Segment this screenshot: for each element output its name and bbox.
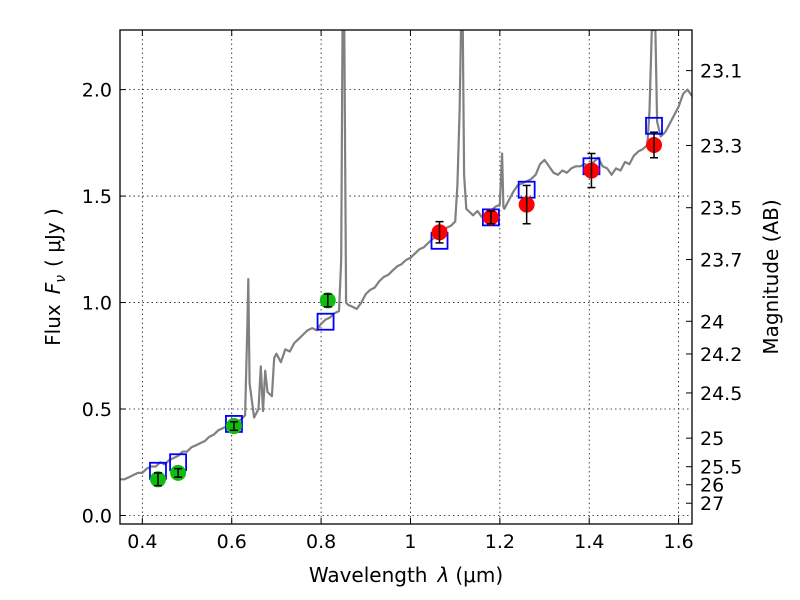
x-tick-label: 1: [404, 531, 416, 553]
magnitude-axis-title: Magnitude (AB): [759, 199, 783, 354]
magnitude-tick-label: 23.5: [700, 198, 742, 220]
y-tick-label: 0.5: [82, 399, 112, 421]
grid: [120, 30, 692, 524]
plot-area: [120, 30, 692, 488]
axes-frame: [119, 29, 693, 525]
magnitude-tick-label: 23.3: [700, 135, 742, 157]
magnitude-tick-label: 26: [700, 475, 724, 497]
x-tick-label: 0.6: [217, 531, 247, 553]
magnitude-tick-label: 23.7: [700, 249, 742, 271]
x-tick-label: 1.6: [663, 531, 693, 553]
x-tick-label: 0.4: [127, 531, 157, 553]
y-tick-label: 2.0: [82, 80, 112, 102]
x-axis-title: Wavelength λ (μm): [309, 563, 503, 587]
y-axis: 0.0 0.5 1.0 1.5 2.0: [82, 80, 126, 527]
magnitude-tick-label: 27: [700, 493, 724, 515]
magnitude-tick-label: 24.2: [700, 344, 742, 366]
y-tick-label: 1.5: [82, 186, 112, 208]
x-tick-label: 0.8: [306, 531, 336, 553]
y-tick-label: 1.0: [82, 293, 112, 315]
magnitude-tick-label: 24: [700, 311, 724, 333]
y-axis-title: FluxFν( μJy ): [41, 208, 69, 346]
magnitude-tick-label: 24.5: [700, 383, 742, 405]
magnitude-tick-label: 25.5: [700, 457, 742, 479]
y-tick-label: 0.0: [82, 505, 112, 527]
x-tick-label: 1.2: [485, 531, 515, 553]
magnitude-tick-label: 25: [700, 428, 724, 450]
x-tick-label: 1.4: [574, 531, 604, 553]
x-axis: 0.4 0.6 0.8 1 1.2 1.4 1.6: [127, 30, 694, 553]
model-photometry-square: [316, 312, 335, 331]
magnitude-tick-label: 23.1: [700, 61, 742, 83]
